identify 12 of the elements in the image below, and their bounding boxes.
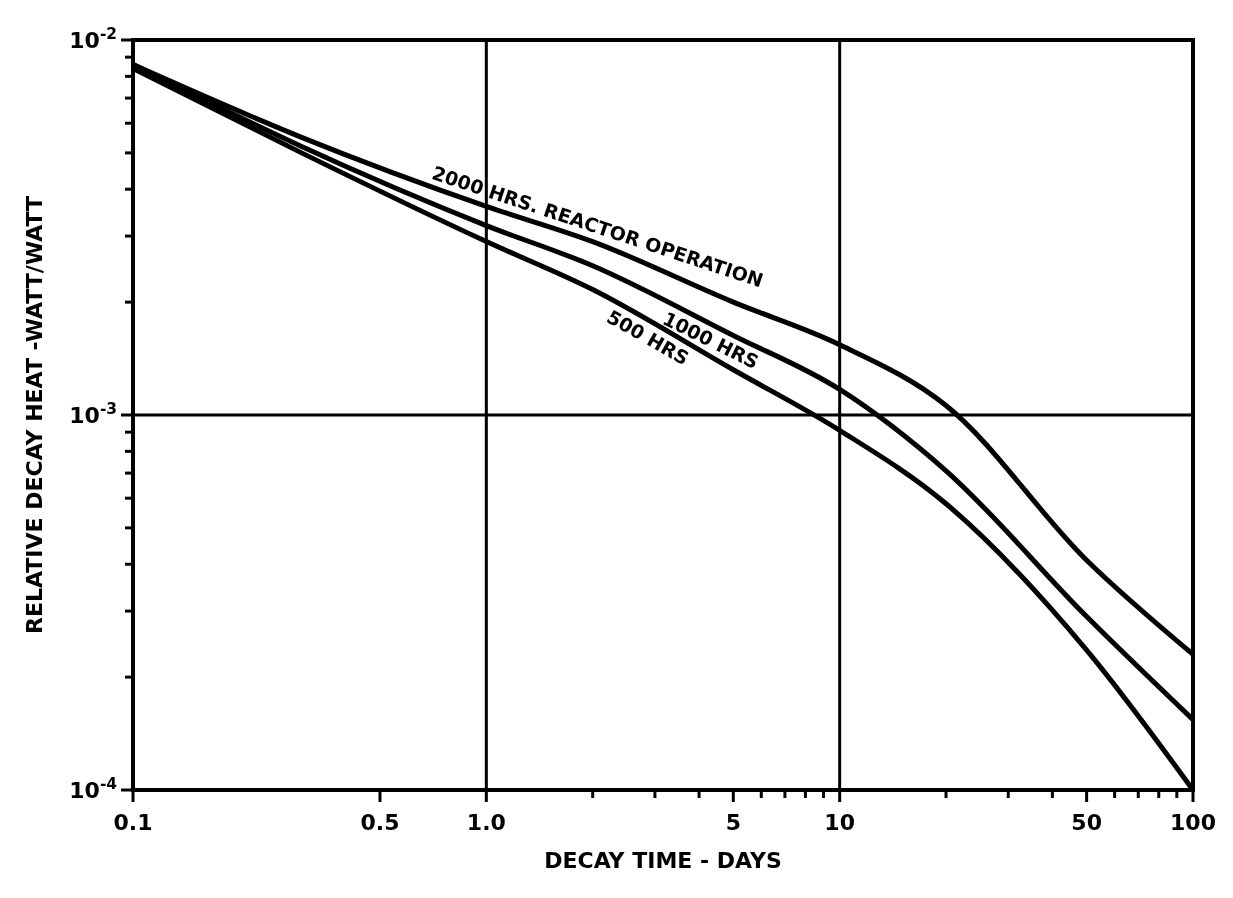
y-axis-title: RELATIVE DECAY HEAT -WATT/WATT [22, 196, 47, 634]
x-tick-label: 50 [1071, 810, 1102, 835]
x-tick-label: 100 [1170, 810, 1216, 835]
x-tick-label: 10 [824, 810, 855, 835]
y-tick-label: 10$^{-4}$ [69, 775, 117, 803]
y-tick-label: 10$^{-2}$ [69, 25, 117, 53]
y-tick-label: 10$^{-3}$ [69, 400, 117, 428]
x-tick-label: 0.1 [113, 810, 153, 835]
x-tick-label: 1.0 [466, 810, 506, 835]
x-axis-title: DECAY TIME - DAYS [544, 848, 782, 873]
x-tick-label: 5 [725, 810, 741, 835]
x-tick-label: 0.5 [360, 810, 400, 835]
